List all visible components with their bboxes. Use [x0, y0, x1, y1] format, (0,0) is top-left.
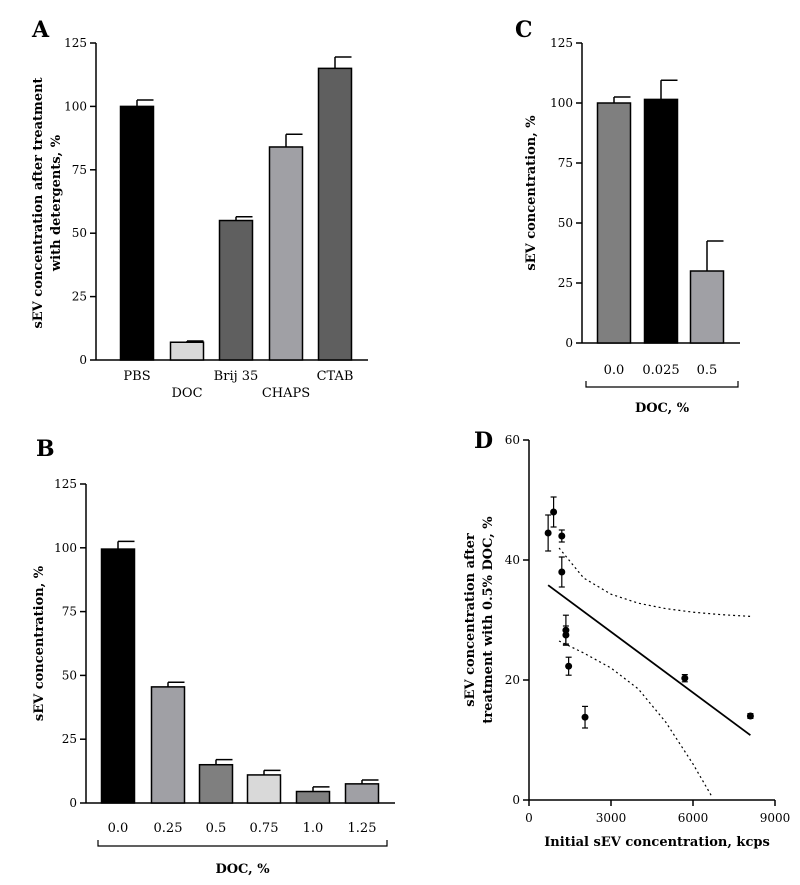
panel-letter-a: A: [31, 17, 50, 43]
panel-b-category-label: 0.25: [154, 821, 183, 836]
panel-a-ylabel: sEV concentration after treatment with d…: [31, 77, 64, 328]
panel-b-category-label: 0.0: [108, 821, 129, 836]
panel-a-category-label: CHAPS: [262, 386, 310, 401]
panel-d-ci-lower: [558, 640, 713, 798]
panel-d-point: [562, 626, 570, 634]
panel-d-xtick-label: 3000: [596, 811, 627, 825]
panel-a-bar: [218, 219, 254, 361]
panel-c-bar: [596, 102, 632, 344]
panel-b-bar: [150, 686, 186, 804]
panel-d-ci-upper: [558, 547, 751, 617]
panel-c-category-label: 0.025: [642, 363, 679, 378]
panel-b-category-label: 0.75: [250, 821, 279, 836]
panel-d-ylabel-line1: sEV concentration after: [463, 533, 478, 707]
panel-d-xtick-label: 0: [525, 811, 533, 825]
panel-c-ylabel: sEV concentration, %: [524, 115, 539, 271]
panel-b-category-label: 0.5: [206, 821, 227, 836]
panel-a-ytick-label: 125: [64, 36, 87, 50]
panel-a-bar: [317, 67, 353, 361]
panel-b-ytick-label: 0: [69, 796, 77, 810]
panel-b-ytick-label: 25: [62, 732, 77, 746]
panel-b-x-bracket: [97, 840, 388, 847]
panel-b-bar: [100, 548, 136, 804]
panel-d-ylabel: sEV concentration after treatment with 0…: [463, 516, 496, 724]
panel-c-bar: [689, 270, 725, 344]
panel-c-ytick-label: 0: [565, 336, 573, 350]
panel-b-chart: 0 25 50 75 100 125 0.0 0.25 0.5 0.75 1.0 1.25 DOC, %…: [32, 477, 395, 877]
panel-b-bar: [198, 763, 234, 804]
panel-letter-c: C: [515, 17, 533, 43]
panel-b-bar: [344, 783, 380, 804]
panel-d-xlabel: Initial sEV concentration, kcps: [544, 835, 770, 850]
panel-a-ytick-label: 50: [72, 226, 87, 240]
panel-a-ytick-label: 100: [64, 99, 87, 113]
panel-d-chart: 0 20 40 60 0 3000 6000 9000 Initial sEV concentr…: [505, 433, 791, 850]
panel-d-point: [558, 532, 566, 540]
panel-c-x-bracket: [585, 381, 739, 388]
panel-c-ytick-label: 100: [550, 96, 573, 110]
panel-d-point: [550, 508, 558, 516]
panel-b-category-label: 1.0: [303, 821, 324, 836]
panel-d-ytick-label: 0: [512, 793, 520, 807]
panel-a-bar: [169, 341, 205, 361]
panel-c-chart: 0 25 50 75 100 125 0.0 0.025 0.5 DOC, % sEV concen…: [524, 36, 740, 416]
panel-d-point: [681, 674, 689, 682]
panel-c-xlabel: DOC, %: [635, 401, 690, 416]
panel-a-category-label: CTAB: [317, 369, 354, 384]
panel-c-category-label: 0.5: [697, 363, 718, 378]
panel-d-fit-line: [547, 584, 751, 736]
panel-d-ytick-label: 20: [505, 673, 520, 687]
panel-c-ytick-label: 50: [558, 216, 573, 230]
panel-b-ylabel: sEV concentration, %: [32, 565, 47, 721]
panel-b-xlabel: DOC, %: [215, 862, 270, 877]
panel-b-bar: [246, 774, 282, 804]
panel-b-ytick-label: 125: [54, 477, 77, 491]
panel-d-point: [558, 568, 566, 576]
panel-a-bar: [119, 105, 155, 361]
panel-c-category-label: 0.0: [604, 363, 625, 378]
panel-d-point: [565, 662, 573, 670]
panel-d-point: [544, 529, 552, 537]
panel-d-point: [581, 713, 589, 721]
panel-b-category-label: 1.25: [348, 821, 377, 836]
panel-a-category-label: PBS: [123, 369, 150, 384]
panel-d-ytick-label: 40: [505, 553, 520, 567]
panel-a-category-label: Brij 35: [214, 369, 259, 384]
panel-a-ytick-label: 0: [79, 353, 87, 367]
panel-b-bar: [295, 790, 331, 804]
panel-b-ytick-label: 100: [54, 541, 77, 555]
panel-a-ytick-label: 25: [72, 290, 87, 304]
panel-d-ytick-label: 60: [505, 433, 520, 447]
panel-letter-d: D: [474, 428, 493, 454]
panel-c-ytick-label: 125: [550, 36, 573, 50]
panel-c-ytick-label: 75: [558, 156, 573, 170]
panel-letter-b: B: [36, 436, 55, 462]
panel-a-ytick-label: 75: [72, 163, 87, 177]
panel-c-ytick-label: 25: [558, 276, 573, 290]
panel-b-ytick-label: 50: [62, 668, 77, 682]
panel-d-point: [746, 712, 754, 720]
panel-a-bar: [268, 146, 304, 361]
panel-d-ylabel-line2: treatment with 0.5% DOC, %: [481, 516, 496, 724]
panel-d-xtick-label: 9000: [760, 811, 791, 825]
panel-a-category-label: DOC: [171, 386, 202, 401]
panel-a-ylabel-line2: with detergents, %: [49, 134, 64, 272]
panel-d-xtick-label: 6000: [678, 811, 709, 825]
panel-a-ylabel-line1: sEV concentration after treatment: [31, 77, 46, 328]
panel-b-ytick-label: 75: [62, 605, 77, 619]
panel-c-bar: [643, 98, 679, 344]
